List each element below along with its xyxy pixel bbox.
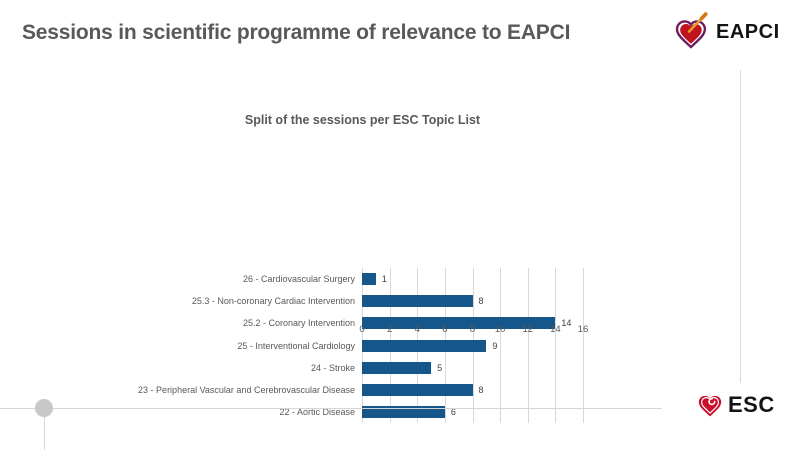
gridline [500, 268, 502, 423]
bar [362, 317, 556, 330]
x-axis-tick-label: 4 [414, 324, 420, 335]
category-label: 25 - Interventional Cardiology [237, 340, 355, 351]
x-axis-tick-label: 12 [522, 324, 534, 335]
x-axis-tick-label: 0 [359, 324, 365, 335]
bar [362, 383, 473, 396]
footer-dot [35, 399, 53, 417]
category-label: 23 - Peripheral Vascular and Cerebrovasc… [138, 384, 355, 395]
bar-value-label: 5 [437, 362, 443, 373]
gridline [527, 268, 529, 423]
x-axis-tick-label: 14 [550, 324, 561, 335]
bar-value-label: 14 [561, 318, 572, 329]
bar [362, 361, 432, 374]
bar-value-label: 8 [478, 384, 484, 395]
bar-value-label: 9 [492, 340, 498, 351]
page-title: Sessions in scientific programme of rele… [22, 21, 571, 44]
category-label: 22 - Aortic Disease [279, 406, 355, 417]
bar-value-label: 1 [381, 274, 387, 285]
category-label: 25.3 - Non-coronary Cardiac Intervention [191, 296, 355, 307]
x-axis-tick-label: 16 [577, 324, 589, 335]
footer-vertical-line [44, 408, 45, 450]
x-axis-tick-label: 8 [469, 324, 476, 335]
eapci-logo: EAPCI [672, 12, 780, 52]
gridline [583, 268, 584, 423]
x-axis-tick-label: 6 [442, 324, 448, 335]
category-label: 24 - Stroke [310, 362, 355, 373]
category-label: 25.2 - Coronary Intervention [242, 318, 355, 329]
esc-logo-text: ESC [728, 392, 775, 417]
eapci-logo-text: EAPCI [716, 20, 780, 43]
plot-area: 1 8 14 9 5 8 6 [362, 268, 584, 423]
bar [362, 295, 473, 308]
x-axis-tick-label: 10 [494, 324, 506, 335]
bar [362, 273, 376, 286]
esc-logo: ESC [696, 390, 775, 420]
esc-heart-icon [698, 395, 722, 417]
bar-value-label: 8 [478, 296, 484, 307]
bar [362, 339, 487, 352]
category-label: 26 - Cardiovascular Surgery [242, 274, 355, 285]
chart-title: Split of the sessions per ESC Topic List [244, 113, 481, 127]
x-axis-tick-label: 2 [386, 324, 393, 335]
eapci-heart-icon [675, 12, 708, 49]
bar-value-label: 6 [450, 406, 456, 417]
bar-chart: Split of the sessions per ESC Topic List… [120, 105, 605, 423]
gridline [555, 268, 557, 423]
vertical-divider-line [740, 70, 741, 383]
footer-horizontal-line [0, 408, 662, 409]
